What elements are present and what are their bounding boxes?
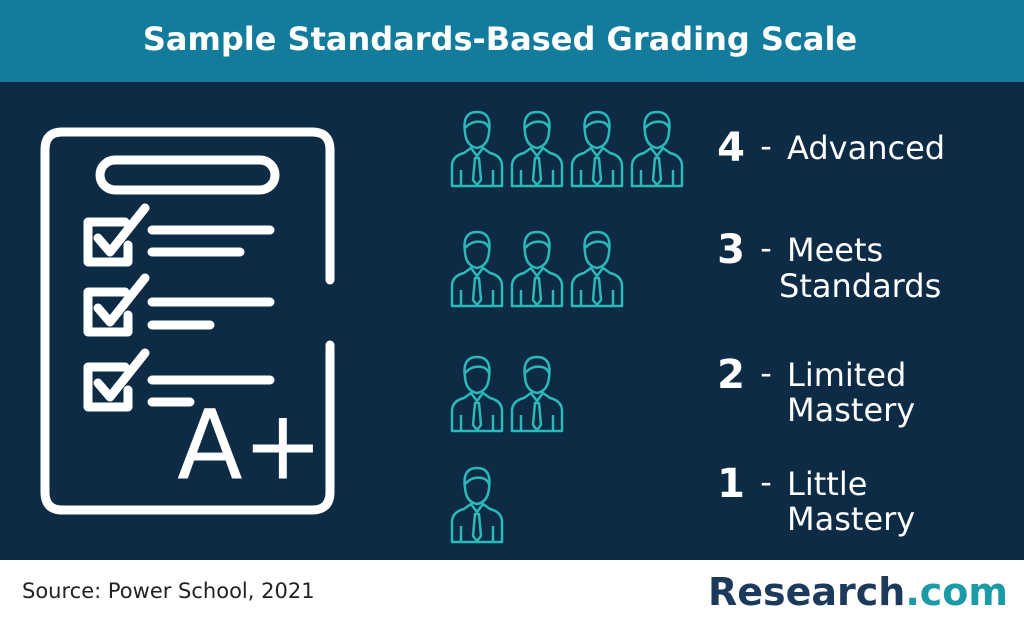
person-icon <box>510 110 564 188</box>
person-head <box>643 110 671 150</box>
person-body <box>570 266 624 308</box>
person-head <box>463 230 491 270</box>
level-label: Mastery <box>787 500 915 538</box>
person-hair <box>584 120 611 129</box>
person-tie <box>459 156 495 187</box>
person-hair <box>644 120 671 129</box>
person-icon <box>450 355 504 433</box>
person-icon <box>570 110 624 188</box>
header-bar <box>0 0 1024 82</box>
person-body <box>510 266 564 308</box>
brand-name: Research <box>708 570 905 614</box>
score: 1 <box>717 461 745 507</box>
person-head <box>583 230 611 270</box>
person-head <box>523 110 551 150</box>
person-tie <box>459 276 495 307</box>
brand: Research.com <box>708 570 1008 614</box>
person-body <box>450 146 504 188</box>
score: 2 <box>717 352 745 398</box>
person-head <box>523 230 551 270</box>
grade: A+ <box>177 389 323 501</box>
title: Sample Standards-Based Grading Scale <box>143 20 857 58</box>
person-tie <box>459 512 495 543</box>
person-tie <box>579 156 615 187</box>
person-head <box>463 355 491 395</box>
checkbox <box>83 348 150 412</box>
person-icon <box>450 110 504 188</box>
person-body <box>510 146 564 188</box>
level-label: Mastery <box>787 391 915 429</box>
clipboard-icon <box>40 127 335 515</box>
person-head <box>463 466 491 506</box>
separator: - <box>760 354 772 392</box>
person-hair <box>584 240 611 249</box>
person-icon <box>630 110 684 188</box>
person-hair <box>524 365 551 374</box>
person-tie <box>579 276 615 307</box>
clipboard-clip <box>95 155 280 195</box>
person-body <box>510 391 564 433</box>
person-hair <box>524 240 551 249</box>
person-hair <box>464 476 491 485</box>
person-head <box>523 355 551 395</box>
person-tie <box>519 156 555 187</box>
source: Source: Power School, 2021 <box>22 579 315 603</box>
clipboard-outline <box>40 127 335 515</box>
level-label: Standards <box>779 267 941 305</box>
level-label: Advanced <box>787 129 945 167</box>
person-icon <box>570 230 624 308</box>
person-body <box>450 266 504 308</box>
separator: - <box>760 127 772 165</box>
text-lines <box>147 225 275 257</box>
person-tie <box>519 276 555 307</box>
text-lines <box>147 375 275 407</box>
text-lines <box>147 297 275 330</box>
separator: - <box>760 463 772 501</box>
level-label: Meets <box>787 231 883 269</box>
person-hair <box>464 240 491 249</box>
person-hair <box>524 120 551 129</box>
separator: - <box>760 229 772 267</box>
person-head <box>583 110 611 150</box>
person-head <box>463 110 491 150</box>
person-tie <box>459 401 495 432</box>
person-body <box>570 146 624 188</box>
score: 4 <box>717 125 745 171</box>
footer-bar <box>0 560 1024 625</box>
person-icon <box>450 230 504 308</box>
checkbox <box>83 273 150 337</box>
person-icon <box>450 466 504 544</box>
person-tie <box>639 156 675 187</box>
person-body <box>450 391 504 433</box>
level-label: Limited <box>787 356 906 394</box>
brand-suffix: .com <box>905 570 1008 614</box>
level-label: Little <box>787 465 867 503</box>
score: 3 <box>717 227 745 273</box>
person-icon <box>510 230 564 308</box>
person-body <box>630 146 684 188</box>
checkbox <box>83 203 150 267</box>
person-icon <box>510 355 564 433</box>
person-hair <box>464 365 491 374</box>
person-hair <box>464 120 491 129</box>
person-body <box>450 502 504 544</box>
person-tie <box>519 401 555 432</box>
